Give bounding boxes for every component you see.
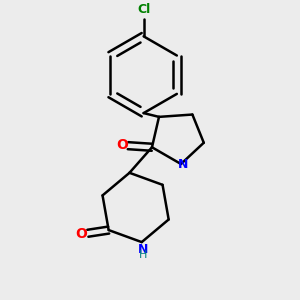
Text: H: H	[139, 250, 147, 260]
Text: O: O	[116, 138, 128, 152]
Text: N: N	[138, 243, 148, 256]
Text: O: O	[76, 227, 87, 241]
Text: N: N	[177, 158, 188, 172]
Text: Cl: Cl	[137, 3, 150, 16]
